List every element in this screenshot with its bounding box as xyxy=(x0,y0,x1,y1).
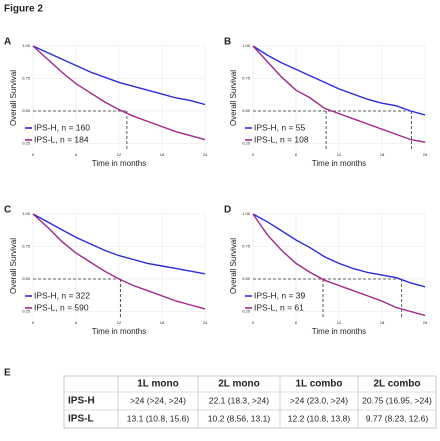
x-tick-label: 18 xyxy=(160,152,165,157)
table-cell: 22.1 (18.3, >24) xyxy=(209,395,269,405)
x-tick-label: 12 xyxy=(337,320,342,325)
x-tick-label: 24 xyxy=(423,320,428,325)
table-cell: >24 (>24, >24) xyxy=(130,395,186,405)
panel-label: A xyxy=(4,37,11,48)
x-tick-label: 24 xyxy=(203,320,208,325)
legend-label: IPS-L, n = 108 xyxy=(254,134,309,144)
x-axis-title: Time in months xyxy=(92,159,146,168)
y-tick-label: 0.25 xyxy=(22,309,31,314)
survival-curve xyxy=(32,45,206,106)
panel-label: B xyxy=(224,37,231,48)
y-tick-label: 0.50 xyxy=(242,276,251,281)
x-tick-label: 0 xyxy=(32,152,35,157)
table-cell: 13.1 (10.8, 15.6) xyxy=(127,413,190,423)
table-cell: 9.77 (8.23, 12.6) xyxy=(366,413,429,423)
x-tick-label: 0 xyxy=(252,152,255,157)
survival-curve xyxy=(252,45,426,116)
panel-label: D xyxy=(224,205,231,216)
x-tick-label: 24 xyxy=(423,152,428,157)
y-tick-label: 0.75 xyxy=(22,76,31,81)
survival-curve xyxy=(32,213,206,310)
panel-label: E xyxy=(4,368,11,379)
x-tick-label: 0 xyxy=(32,320,35,325)
y-tick-label: 0.75 xyxy=(242,76,251,81)
legend-label: IPS-L, n = 590 xyxy=(34,302,89,312)
survival-curve xyxy=(252,213,426,288)
y-tick-label: 0.25 xyxy=(22,141,31,146)
x-tick-label: 12 xyxy=(117,152,122,157)
legend-label: IPS-H, n = 160 xyxy=(34,122,90,132)
y-tick-label: 1.00 xyxy=(242,211,251,216)
x-tick-label: 12 xyxy=(337,152,342,157)
y-tick-label: 0.50 xyxy=(22,108,31,113)
column-header: 2L combo xyxy=(373,379,420,390)
survival-curve xyxy=(32,45,206,141)
legend-label: IPS-H, n = 55 xyxy=(254,122,306,132)
legend-label: IPS-L, n = 184 xyxy=(34,134,89,144)
survival-curve xyxy=(252,213,426,317)
x-tick-label: 18 xyxy=(160,320,165,325)
column-header: 1L combo xyxy=(295,379,342,390)
x-tick-label: 0 xyxy=(252,320,255,325)
y-axis-title: Overall Survival xyxy=(229,238,238,294)
figure-title: Figure 2 xyxy=(4,4,43,15)
legend-label: IPS-L, n = 61 xyxy=(254,302,304,312)
x-axis-title: Time in months xyxy=(92,327,146,336)
legend-label: IPS-H, n = 39 xyxy=(254,290,306,300)
table-cell: 12.2 (10.8, 13.8) xyxy=(288,413,351,423)
y-axis-title: Overall Survival xyxy=(9,238,18,294)
x-tick-label: 6 xyxy=(75,152,78,157)
table-cell: 10.2 (8.56, 13.1) xyxy=(208,413,271,423)
y-tick-label: 1.00 xyxy=(242,43,251,48)
x-tick-label: 6 xyxy=(75,320,78,325)
x-tick-label: 18 xyxy=(380,320,385,325)
x-tick-label: 6 xyxy=(295,152,298,157)
y-tick-label: 0.25 xyxy=(242,141,251,146)
y-tick-label: 0.75 xyxy=(242,244,251,249)
x-tick-label: 24 xyxy=(203,152,208,157)
legend-label: IPS-H, n = 322 xyxy=(34,290,90,300)
table-cell: >24 (23.0, >24) xyxy=(290,395,348,405)
y-tick-label: 0.50 xyxy=(22,276,31,281)
x-tick-label: 12 xyxy=(117,320,122,325)
y-tick-label: 0.25 xyxy=(242,309,251,314)
row-header: IPS-H xyxy=(68,396,95,407)
x-axis-title: Time in months xyxy=(312,159,366,168)
x-tick-label: 6 xyxy=(295,320,298,325)
x-axis-title: Time in months xyxy=(312,327,366,336)
y-tick-label: 1.00 xyxy=(22,211,31,216)
x-tick-label: 18 xyxy=(380,152,385,157)
table-frame xyxy=(63,375,437,429)
y-tick-label: 1.00 xyxy=(22,43,31,48)
table-cell: 20.75 (16.95, >24) xyxy=(362,395,432,405)
y-tick-label: 0.75 xyxy=(22,244,31,249)
column-header: 2L mono xyxy=(218,379,259,390)
y-axis-title: Overall Survival xyxy=(229,70,238,126)
column-header: 1L mono xyxy=(137,379,178,390)
survival-curve xyxy=(32,213,206,275)
y-tick-label: 0.50 xyxy=(242,108,251,113)
panel-label: C xyxy=(4,205,11,216)
y-axis-title: Overall Survival xyxy=(9,70,18,126)
row-header: IPS-L xyxy=(68,414,94,425)
survival-curve xyxy=(252,45,426,143)
